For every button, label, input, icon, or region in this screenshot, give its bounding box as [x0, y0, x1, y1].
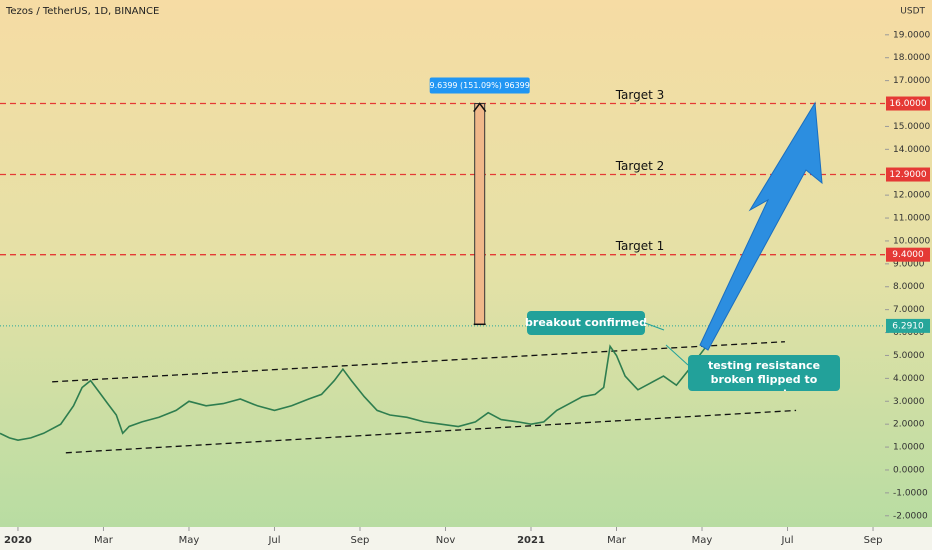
measure-head [473, 102, 487, 112]
x-tick-label: May [179, 535, 200, 546]
x-tick-label: 2021 [517, 535, 545, 546]
target-name: Target 3 [615, 88, 665, 102]
y-tick-label: 0.0000 [893, 465, 925, 475]
plot: 19.0000 18.0000 17.0000 15.0000 14.0000 12.00… [0, 30, 932, 550]
target-name: Target 2 [615, 159, 665, 173]
y-tick-label: 2.0000 [893, 420, 925, 430]
y-tick-label: 11.0000 [893, 214, 930, 224]
x-tick-label: Mar [607, 535, 627, 546]
callout-box [688, 355, 840, 391]
measure-label: 9.6399 (151.09%) 96399 [430, 81, 530, 90]
price-badge [886, 247, 930, 262]
y-tick-label: 10.0000 [893, 236, 930, 246]
channel-line [65, 409, 797, 454]
x-tick-label: Mar [94, 535, 114, 546]
y-tick-label: 1.0000 [893, 443, 925, 453]
x-tick-label: Sep [864, 535, 883, 546]
y-tick-label: 4.0000 [893, 374, 925, 384]
projection-arrow [699, 101, 823, 351]
measure-label-box [429, 77, 530, 94]
chart-title: Tezos / TetherUS, 1D, BINANCE [5, 6, 159, 17]
y-tick-label: -1.0000 [893, 488, 928, 498]
callout-wrap: testing resistance broken flipped to sup… [707, 359, 821, 391]
x-tick-label: Sep [351, 535, 370, 546]
price-badge [886, 167, 930, 182]
measure-bar [474, 103, 486, 325]
price-badge-label: 16.0000 [889, 99, 926, 109]
x-tick-label: May [692, 535, 713, 546]
price-line [0, 325, 714, 442]
x-tick-label: Jul [780, 535, 793, 546]
x-tick-label: Jul [267, 535, 280, 546]
y-tick-label: 19.0000 [893, 30, 930, 40]
y-tick-label: 18.0000 [893, 53, 930, 63]
price-badge-label: 12.9000 [889, 170, 926, 180]
x-axis-band [0, 527, 932, 550]
y-tick-label: 7.0000 [893, 305, 925, 315]
callout-text: testing resistance broken flipped to sup… [707, 359, 821, 391]
price-badge [886, 318, 930, 333]
y-tick-label: 3.0000 [893, 397, 925, 407]
channel-line [52, 341, 785, 383]
x-tick-label: Nov [436, 535, 456, 546]
y-tick-label: 9.0000 [893, 259, 925, 269]
callout-box [527, 311, 645, 335]
y-tick-label: 17.0000 [893, 76, 930, 86]
price-badge [886, 96, 930, 111]
y-tick-label: -2.0000 [893, 511, 928, 521]
x-tick-label: 2020 [4, 535, 32, 546]
callout-text: breakout confirmed [525, 316, 647, 329]
price-badge-label: 6.2910 [892, 321, 924, 331]
callout-pointer [665, 344, 689, 366]
y-tick-label: 14.0000 [893, 145, 930, 155]
target-name: Target 1 [615, 239, 665, 253]
y-tick-label: 6.0000 [893, 328, 925, 338]
y-tick-label: 8.0000 [893, 282, 925, 292]
y-tick-label: 15.0000 [893, 122, 930, 132]
callout-pointer [644, 322, 665, 331]
y-unit: USDT [900, 7, 925, 17]
price-badge-label: 9.4000 [892, 250, 924, 260]
y-tick-label: 12.0000 [893, 191, 930, 201]
y-tick-label: 5.0000 [893, 351, 925, 361]
